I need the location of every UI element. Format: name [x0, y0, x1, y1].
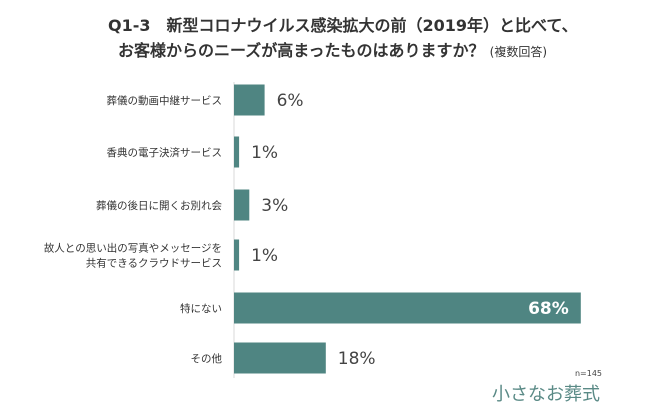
bar-3 [234, 189, 250, 221]
category-label-4-line1: 故人との思い出の写真やメッセージを [44, 242, 222, 255]
chart-title-line2: お客様からのニーズが高まったものはありますか？ (複数回答) [118, 41, 547, 60]
bar-5 [234, 292, 581, 324]
category-label-4-line2: 共有できるクラウドサービス [86, 257, 222, 270]
category-label-5: 特にない [180, 303, 222, 315]
chart-title-line2-main: お客様からのニーズが高まったものはありますか？ [118, 41, 485, 60]
value-labels-group: 6% 1% 3% 1% 68% 18% [251, 91, 569, 369]
bar-1 [234, 84, 265, 116]
bars-group [234, 84, 581, 374]
category-label-2: 香典の電子決済サービス [107, 146, 223, 159]
category-label-3: 葬儀の後日に開くお別れ会 [96, 199, 222, 212]
value-label-4: 1% [251, 246, 278, 266]
bar-6 [234, 342, 326, 374]
brand-logo-text: 小さなお葬式 [492, 384, 600, 405]
bar-4 [234, 239, 240, 271]
bar-2 [234, 136, 240, 168]
value-label-3: 3% [261, 196, 288, 216]
chart-title-line1: Q1-3 新型コロナウイルス感染拡大の前（2019年）と比べて、 [108, 16, 578, 35]
category-label-1: 葬儀の動画中継サービス [107, 94, 223, 107]
brand-logo: 小さなお葬式 [492, 384, 600, 405]
value-label-6: 18% [338, 349, 376, 369]
value-label-5: 68% [528, 299, 569, 319]
chart-title-note: (複数回答) [490, 44, 547, 59]
value-label-1: 6% [277, 91, 304, 111]
category-labels-group: 葬儀の動画中継サービス香典の電子決済サービス葬儀の後日に開くお別れ会故人との思い… [44, 94, 223, 365]
sample-size-note: n=145 [575, 369, 602, 378]
category-label-6: その他 [191, 352, 223, 365]
value-label-2: 1% [251, 143, 278, 163]
